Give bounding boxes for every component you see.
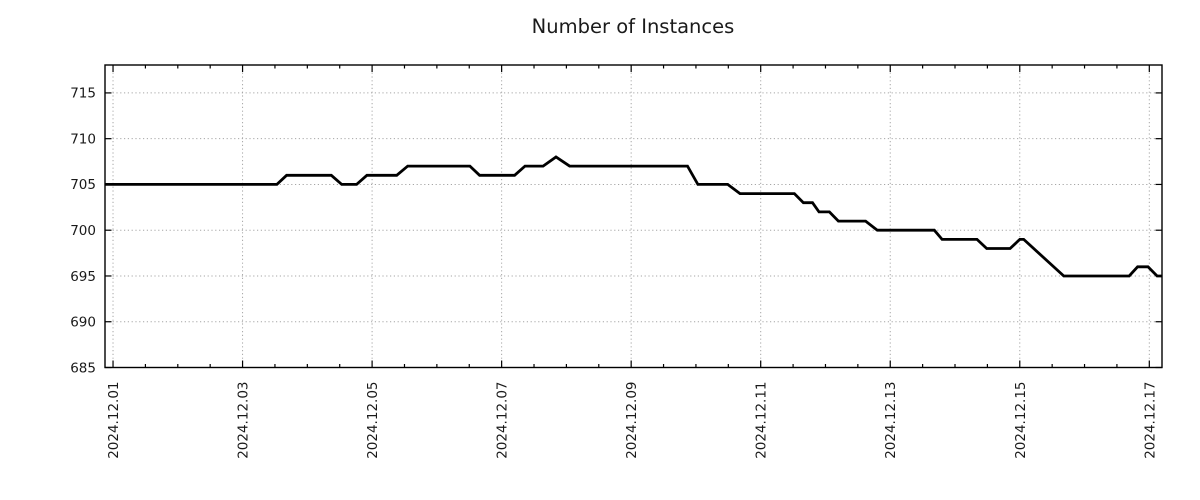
y-tick-label: 685 [70, 360, 96, 376]
x-tick-label: 2024.12.05 [365, 382, 381, 459]
x-tick-label: 2024.12.13 [883, 382, 899, 459]
y-tick-label: 710 [70, 131, 96, 147]
plot-area: 685 690 695 700 705 710 715 2024.12.01 2024.12.0… [70, 64, 1163, 459]
chart-title: Number of Instances [532, 15, 735, 38]
y-tick-label: 705 [70, 177, 96, 193]
x-tick-label: 2024.12.15 [1013, 382, 1029, 459]
data-line-instances [105, 155, 1162, 278]
y-tick-label: 700 [70, 223, 96, 239]
x-tick-label: 2024.12.11 [754, 382, 770, 459]
x-tick-label: 2024.12.01 [106, 382, 122, 459]
y-tick-label: 715 [70, 86, 96, 102]
plot-border [104, 64, 1163, 369]
x-tick-label: 2024.12.03 [236, 382, 252, 459]
x-tick-label: 2024.12.09 [624, 382, 640, 459]
x-tick-label: 2024.12.07 [495, 382, 511, 459]
x-tick-label: 2024.12.17 [1142, 382, 1158, 459]
y-tick-label: 690 [70, 315, 96, 331]
y-tick-label: 695 [70, 269, 96, 285]
